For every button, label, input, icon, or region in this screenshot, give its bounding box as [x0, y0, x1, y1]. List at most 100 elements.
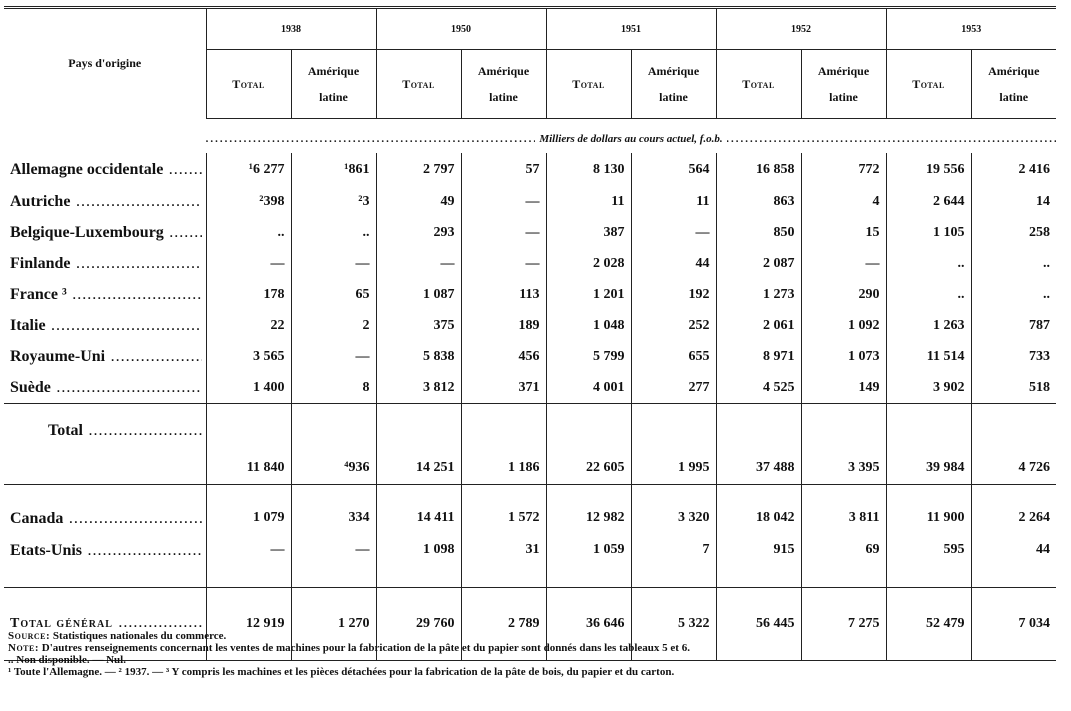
cell-value: 12 919: [205, 587, 291, 661]
cell-value: 2 797: [375, 153, 461, 186]
row-label: Total général: [10, 616, 113, 631]
cell-value: —: [290, 248, 376, 279]
cell-value: 850: [715, 217, 801, 248]
cell-value: 3 811: [800, 484, 886, 534]
cell-value: 44: [970, 534, 1056, 588]
subcol-header: Total: [205, 49, 291, 119]
subcol-row: Total Amérique latine Total Amérique latine…: [4, 49, 1056, 119]
cell-value: 8 130: [545, 153, 631, 186]
cell-value: 4: [800, 186, 886, 217]
cell-value: 371: [460, 372, 546, 404]
cell-value: ¹861: [290, 153, 376, 186]
cell-value: 11 900: [885, 484, 971, 534]
cell-value: 2 644: [885, 186, 971, 217]
cell-value: 5 322: [630, 587, 716, 661]
subcol-header: Total: [545, 49, 631, 119]
cell-value: 4 001: [545, 372, 631, 404]
cell-value: 915: [715, 534, 801, 588]
cell-value: 7 275: [800, 587, 886, 661]
cell-value: 1 092: [800, 310, 886, 341]
cell-value: 2: [290, 310, 376, 341]
cell-value: 178: [205, 279, 291, 310]
row-label-cell: Autriche: [4, 186, 206, 217]
cell-value: 19 556: [885, 153, 971, 186]
cell-value: 189: [460, 310, 546, 341]
table-header: Pays d'origine 1938 1950 1951 1952 1953 Tota…: [4, 6, 1056, 119]
cell-value: 149: [800, 372, 886, 404]
row-label: Royaume-Uni: [10, 347, 106, 365]
cell-value: 113: [460, 279, 546, 310]
cell-value: 8: [290, 372, 376, 404]
cell-value: 11 840: [205, 403, 291, 485]
note-label: Source:: [8, 630, 51, 642]
cell-value: —: [460, 217, 546, 248]
source-note: Source: Statistiques nationales du comme…: [8, 630, 1063, 642]
row-label: Etats-Unis: [10, 542, 83, 559]
general-note: Note: D'autres renseignements concernant…: [8, 642, 1063, 654]
label-box: Royaume-Uni: [10, 348, 202, 366]
row-label-cell: Royaume-Uni: [4, 341, 206, 372]
row-label: Total: [48, 422, 83, 439]
cell-value: 2 416: [970, 153, 1056, 186]
row-label: Allemagne occidentale: [10, 160, 164, 178]
subcol-header: Total: [715, 49, 801, 119]
cell-value: 334: [290, 484, 376, 534]
cell-value: 7: [630, 534, 716, 588]
row-label: Canada: [10, 509, 64, 527]
row-label-cell: Suède: [4, 372, 206, 404]
cell-value: 1 098: [375, 534, 461, 588]
cell-value: 252: [630, 310, 716, 341]
cell-value: 3 395: [800, 403, 886, 485]
cell-value: 1 273: [715, 279, 801, 310]
cell-value: ..: [885, 248, 971, 279]
year-header: 1953: [885, 6, 1056, 50]
subcol-header: Total: [375, 49, 461, 119]
row-label: France ³: [10, 285, 67, 303]
cell-value: —: [290, 341, 376, 372]
cell-value: 4 525: [715, 372, 801, 404]
cell-value: 11: [545, 186, 631, 217]
row-label-cell: Total général: [4, 587, 206, 661]
row-label-cell: France ³: [4, 279, 206, 310]
year-header: 1952: [715, 6, 886, 50]
cell-value: 772: [800, 153, 886, 186]
cell-value: 37 488: [715, 403, 801, 485]
cell-value: 7 034: [970, 587, 1056, 661]
label-box: Belgique-Luxembourg: [10, 224, 202, 242]
cell-value: 29 760: [375, 587, 461, 661]
year-row: Pays d'origine 1938 1950 1951 1952 1953: [4, 6, 1056, 119]
cell-value: 56 445: [715, 587, 801, 661]
cell-value: 1 059: [545, 534, 631, 588]
cell-value: ..: [970, 248, 1056, 279]
cell-value: 3 812: [375, 372, 461, 404]
cell-value: ²398: [205, 186, 291, 217]
label-box: Suède: [10, 379, 202, 397]
label-box: Finlande: [10, 255, 202, 273]
cell-value: 787: [970, 310, 1056, 341]
cell-value: 733: [970, 341, 1056, 372]
cell-value: 564: [630, 153, 716, 186]
cell-value: 5 799: [545, 341, 631, 372]
year-header: 1938: [205, 6, 376, 50]
leader: [206, 133, 535, 145]
cell-value: 1 186: [460, 403, 546, 485]
subcol-header: Amérique latine: [460, 49, 546, 119]
cell-value: 1 073: [800, 341, 886, 372]
cell-value: 293: [375, 217, 461, 248]
subcol-header: Amérique latine: [290, 49, 376, 119]
cell-value: 3 902: [885, 372, 971, 404]
cell-value: 3 565: [205, 341, 291, 372]
cell-value: ⁴936: [290, 403, 376, 485]
subcol-header: Total: [885, 49, 971, 119]
leader: [169, 163, 201, 178]
unit-note: Milliers de dollars au cours actuel, f.o…: [539, 133, 723, 145]
year-header: 1951: [545, 6, 716, 50]
label-box: Canada: [10, 510, 202, 528]
